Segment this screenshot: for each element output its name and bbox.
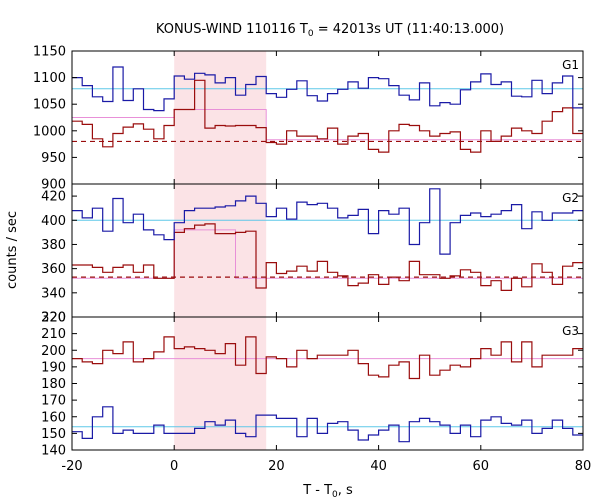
panel-g1-y-tick-label: 1150 — [33, 45, 66, 60]
panel-g1-blue-lightcurve — [72, 66, 583, 112]
panel-g3-y-tick-label: 220 — [41, 311, 66, 326]
x-tick-label: 20 — [268, 459, 285, 474]
panel-g1-y-tick-label: 950 — [41, 151, 66, 166]
x-tick-label: 80 — [575, 459, 592, 474]
chart-title: KONUS-WIND 110116 T0 = 42013s UT (11:40:… — [156, 22, 504, 39]
plot-area: 9009501000105011001150G13203403603804004… — [33, 45, 591, 475]
panel-g2-red-lightcurve — [72, 223, 583, 291]
x-tick-label: -20 — [61, 459, 82, 474]
panel-g3-y-tick-label: 160 — [41, 410, 66, 425]
panel-g2-y-tick-label: 400 — [41, 214, 66, 229]
panel-g3-y-tick-label: 210 — [41, 327, 66, 342]
x-tick-label: 40 — [370, 459, 387, 474]
panel-g2-y-tick-label: 320 — [41, 311, 66, 326]
x-tick-label: 0 — [170, 459, 178, 474]
panel-g3-label: G3 — [562, 324, 579, 338]
panel-g1-y-tick-label: 900 — [41, 178, 66, 193]
highlight-interval — [174, 51, 267, 450]
chart-title-main: KONUS-WIND 110116 T — [156, 22, 308, 37]
panel-g1-y-tick-label: 1000 — [33, 124, 66, 139]
panel-g1-label: G1 — [562, 58, 579, 72]
panel-g1-y-tick-label: 1100 — [33, 71, 66, 86]
panel-g1-pink-fit — [72, 109, 583, 141]
x-tick-label: 60 — [473, 459, 490, 474]
panel-g1-y-tick-label: 1050 — [33, 98, 66, 113]
chart-title-rest: = 42013s UT (11:40:13.000) — [314, 22, 504, 37]
panel-g3-y-tick-label: 190 — [41, 360, 66, 375]
panel-g2-y-tick-label: 380 — [41, 238, 66, 253]
panel-g3-y-tick-label: 180 — [41, 377, 66, 392]
panel-g3-red-lightcurve — [72, 336, 583, 380]
panel-g2-y-tick-label: 420 — [41, 190, 66, 205]
panel-g2-blue-lightcurve — [72, 188, 583, 255]
y-axis-label: counts / sec — [5, 211, 20, 289]
panel-g2-y-tick-label: 360 — [41, 262, 66, 277]
panel-g3-y-tick-label: 170 — [41, 394, 66, 409]
panel-g3-y-tick-label: 140 — [41, 444, 66, 459]
x-axis-label-subscript: 0 — [332, 490, 338, 500]
panel-g1-red-lightcurve — [72, 79, 583, 153]
panel-g2-y-tick-label: 340 — [41, 286, 66, 301]
panel-g3-blue-lightcurve — [72, 406, 583, 443]
x-axis-label: T - T0, s — [302, 483, 353, 500]
panel-g2-label: G2 — [562, 191, 579, 205]
panel-g3-y-tick-label: 200 — [41, 344, 66, 359]
x-axis-label-rest: , s — [338, 483, 353, 498]
panel-g3-y-tick-label: 150 — [41, 427, 66, 442]
x-axis-label-main: T - T — [302, 483, 332, 498]
chart-title-subscript: 0 — [308, 29, 314, 39]
